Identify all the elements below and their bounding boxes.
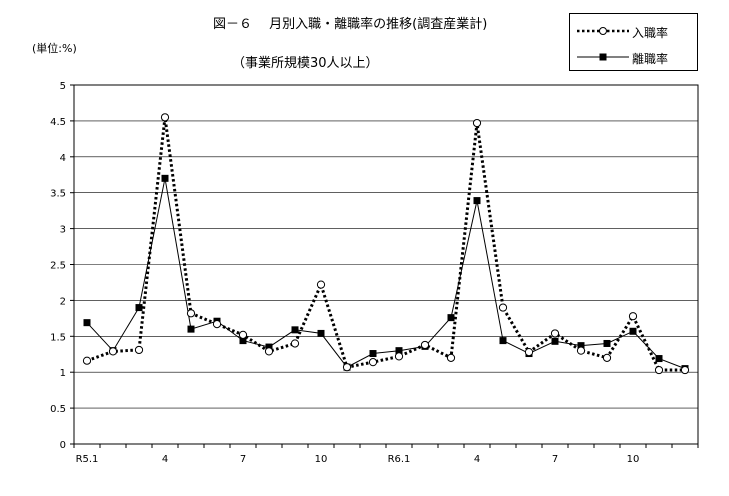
hire-rate-point <box>342 363 352 372</box>
hire-rate-point <box>446 353 456 362</box>
hire-rate-point <box>134 345 144 355</box>
separation-rate-point <box>239 337 247 345</box>
chart-subtitle: （事業所規模30人以上） <box>232 56 379 71</box>
hire-rate-point <box>108 347 118 356</box>
hire-rate-point <box>316 280 326 289</box>
legend-label-hire-rate: 入職率 <box>632 26 669 40</box>
chart-title: 図－６ 月別入職・離職率の推移(調査産業計) <box>213 17 488 32</box>
hire-rate-point <box>394 352 404 361</box>
separation-rate-point <box>473 197 481 205</box>
y-tick-label: 2.5 <box>50 261 66 272</box>
x-tick-label: 7 <box>240 454 246 465</box>
hire-rate-point <box>680 365 690 375</box>
y-tick-label: 3.5 <box>50 189 66 200</box>
hire-rate-point <box>82 356 92 365</box>
separation-rate-point <box>499 337 507 345</box>
legend-item-separation-rate: 離職率 <box>570 48 697 68</box>
separation-rate-point <box>369 350 377 358</box>
y-tick-label: 1 <box>60 368 66 379</box>
x-tick-label: 4 <box>474 454 480 465</box>
y-tick-label: 4 <box>60 153 66 164</box>
y-axis-unit-label: (単位:%) <box>32 42 77 55</box>
legend-item-hire-rate: 入職率 <box>570 22 697 42</box>
separation-rate-point <box>161 174 169 182</box>
y-tick-label: 4.5 <box>50 117 66 128</box>
hire-rate-point <box>576 346 586 355</box>
hire-rate-point <box>186 309 196 318</box>
legend-dotted-line-open-circle-icon <box>577 27 629 35</box>
separation-rate-point <box>395 347 403 355</box>
separation-rate-point <box>447 314 455 322</box>
hire-rate-point <box>628 312 638 321</box>
legend: 入職率 離職率 <box>569 13 698 71</box>
y-tick-label: 2 <box>60 296 66 307</box>
separation-rate-point <box>265 343 273 351</box>
separation-rate-point <box>629 327 637 335</box>
x-tick-label: 4 <box>162 454 168 465</box>
separation-rate-point <box>291 326 299 334</box>
y-tick-label: 3 <box>60 225 66 236</box>
hire-rate-point <box>420 340 430 350</box>
separation-rate-point <box>135 304 143 312</box>
hire-rate-point <box>160 113 170 122</box>
x-tick-label: 10 <box>315 454 328 465</box>
hire-rate-point <box>602 353 612 362</box>
hire-rate-point <box>212 319 222 329</box>
separation-rate-point <box>603 339 611 347</box>
hire-rate-point <box>654 365 664 375</box>
hire-rate-point <box>264 347 274 356</box>
hire-rate-point <box>238 330 248 339</box>
separation-rate-point <box>655 355 663 363</box>
hire-rate-point <box>368 358 378 367</box>
hire-rate-point <box>550 329 560 338</box>
hire-rate-point <box>524 347 534 357</box>
separation-rate-point <box>577 342 585 350</box>
legend-solid-line-filled-square-icon <box>577 53 629 61</box>
y-tick-label: 0.5 <box>50 404 66 415</box>
separation-rate-point <box>551 337 559 345</box>
series-line-hire-rate <box>86 117 685 372</box>
separation-rate-point <box>83 319 91 327</box>
legend-label-separation-rate: 離職率 <box>632 52 669 66</box>
hire-rate-point <box>472 118 482 128</box>
separation-rate-point <box>187 325 195 333</box>
x-tick-label: 7 <box>552 454 558 465</box>
hire-rate-point <box>498 303 508 312</box>
x-tick-label: R5.1 <box>76 454 99 465</box>
hire-rate-point <box>290 339 300 348</box>
y-tick-label: 5 <box>60 81 66 92</box>
series-line-separation-rate <box>86 178 686 370</box>
y-tick-label: 1.5 <box>50 332 66 343</box>
x-tick-label: R6.1 <box>388 454 411 465</box>
y-tick-label: 0 <box>60 440 66 451</box>
separation-rate-point <box>317 329 325 337</box>
x-tick-label: 10 <box>627 454 640 465</box>
